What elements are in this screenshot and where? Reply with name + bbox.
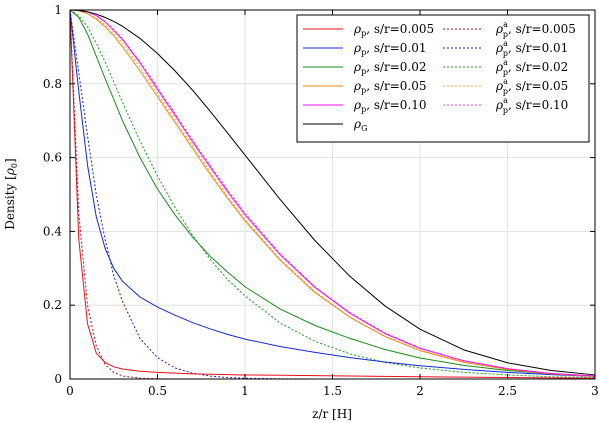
series-line-1 xyxy=(69,9,596,377)
x-tick-labels: 0 0.5 1 1.5 2 2.5 3 xyxy=(66,384,599,398)
series-line-5 xyxy=(69,9,596,376)
legend-label-5: ρG xyxy=(353,117,367,133)
legend-label-1: ρp, s/r=0.01 xyxy=(353,41,427,57)
legend-box xyxy=(296,14,590,143)
x-tick-label: 2.5 xyxy=(498,384,517,398)
y-tick-label: 0.2 xyxy=(43,298,62,312)
x-tick-label: 3 xyxy=(591,384,599,398)
y-tick-labels: 0 0.2 0.4 0.6 0.8 1 xyxy=(43,3,62,386)
y-tick-label: 0.6 xyxy=(43,151,62,165)
x-axis-label: z/r [H] xyxy=(312,407,352,421)
x-tick-label: 2 xyxy=(416,384,424,398)
legend-label-3: ρp, s/r=0.05 xyxy=(353,79,427,95)
legend-label-6: ρa p, s/r=0.005 xyxy=(495,20,576,39)
legend-label-8: ρa p, s/r=0.02 xyxy=(495,58,568,77)
x-tick-label: 1 xyxy=(241,384,249,398)
legend-label-4: ρp, s/r=0.10 xyxy=(353,98,427,114)
legend-label-9: ρa p, s/r=0.05 xyxy=(495,77,568,96)
x-tick-label: 0.5 xyxy=(148,384,167,398)
y-tick-label: 1 xyxy=(54,3,62,17)
axis-ticks xyxy=(69,9,596,380)
x-tick-label: 1.5 xyxy=(323,384,342,398)
legend-label-10: ρa p, s/r=0.10 xyxy=(495,96,568,115)
series-line-0 xyxy=(69,9,596,379)
y-tick-label: 0 xyxy=(54,372,62,386)
x-tick-label: 0 xyxy=(66,384,74,398)
legend-label-0: ρp, s/r=0.005 xyxy=(353,22,434,38)
series-line-3 xyxy=(69,9,596,377)
series-line-10 xyxy=(69,9,596,377)
y-tick-label: 0.4 xyxy=(43,224,62,238)
legend-label-7: ρa p, s/r=0.01 xyxy=(495,39,568,58)
legend: ρp, s/r=0.005 ρp, s/r=0.01 ρp, s/r=0.02 ρp,… xyxy=(296,14,590,143)
series-line-2 xyxy=(69,9,596,377)
y-tick-label: 0.8 xyxy=(43,77,62,91)
y-axis-label: Density [ρ0] xyxy=(3,158,19,229)
legend-label-2: ρp, s/r=0.02 xyxy=(353,60,427,76)
series-line-8 xyxy=(69,9,596,379)
series-line-4 xyxy=(69,9,596,377)
